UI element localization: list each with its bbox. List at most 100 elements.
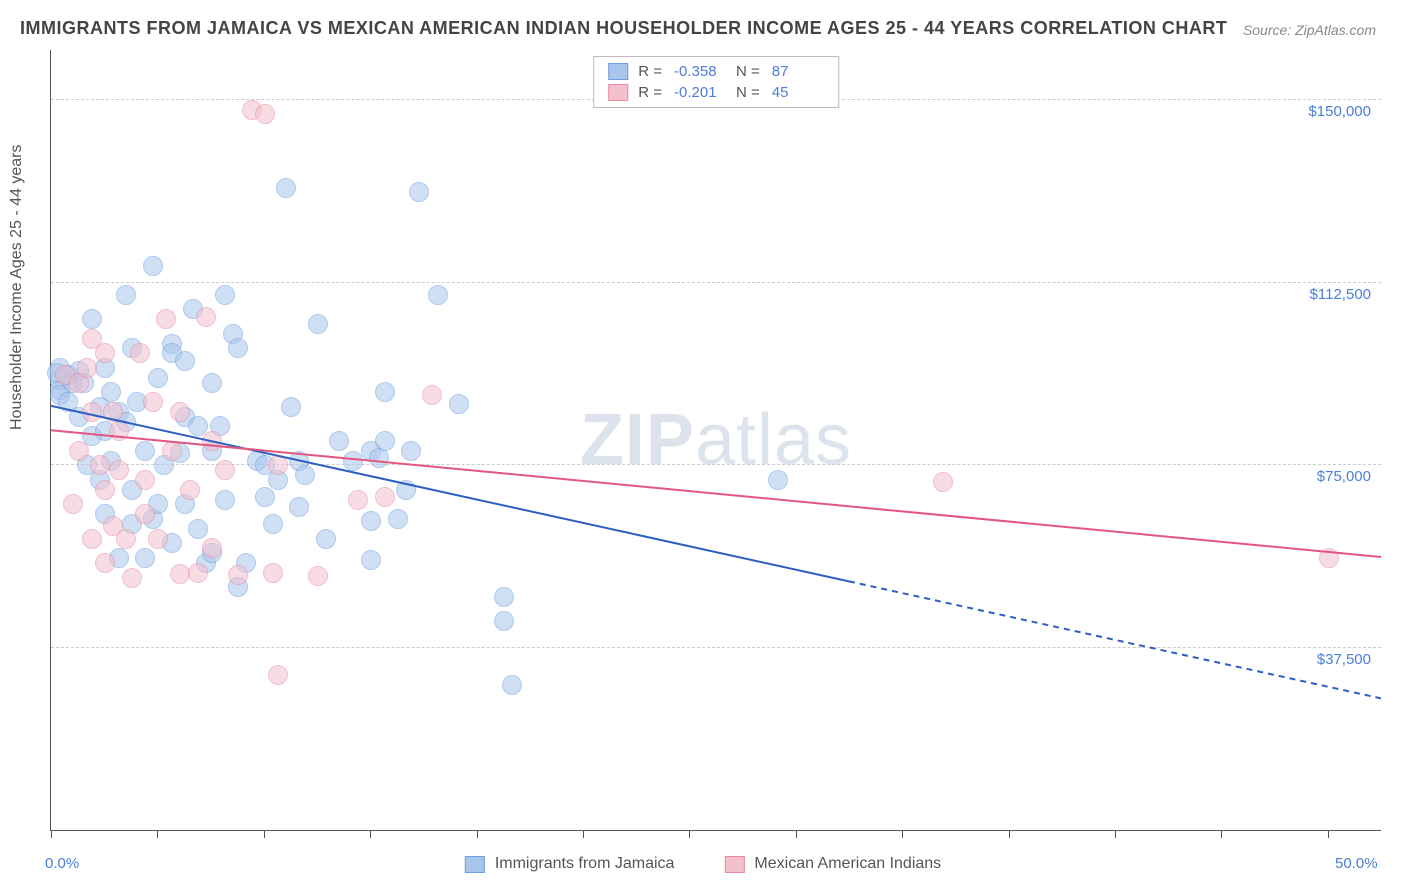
data-point xyxy=(202,373,222,393)
data-point xyxy=(396,480,416,500)
data-point xyxy=(95,480,115,500)
data-point xyxy=(156,309,176,329)
data-point xyxy=(375,382,395,402)
data-point xyxy=(295,465,315,485)
r-value: -0.201 xyxy=(674,84,726,101)
x-tick xyxy=(157,830,158,838)
data-point xyxy=(170,402,190,422)
data-point xyxy=(95,553,115,573)
data-point xyxy=(135,548,155,568)
r-value: -0.358 xyxy=(674,63,726,80)
data-point xyxy=(69,441,89,461)
data-point xyxy=(361,511,381,531)
data-point xyxy=(502,675,522,695)
data-point xyxy=(188,563,208,583)
legend-series: Immigrants from Jamaica Mexican American … xyxy=(465,855,941,873)
data-point xyxy=(768,470,788,490)
data-point xyxy=(281,397,301,417)
data-point xyxy=(148,529,168,549)
data-point xyxy=(202,431,222,451)
data-point xyxy=(82,309,102,329)
x-tick xyxy=(1009,830,1010,838)
legend-label: Mexican American Indians xyxy=(754,855,941,873)
n-value: 45 xyxy=(772,84,824,101)
trend-line-extrapolated xyxy=(849,581,1381,698)
data-point xyxy=(255,104,275,124)
chart-plot-area: ZIPatlas R = -0.358 N = 87 R = -0.201 N = 45 $3… xyxy=(50,50,1381,831)
trend-line xyxy=(51,406,849,582)
data-point xyxy=(308,566,328,586)
data-point xyxy=(388,509,408,529)
legend-label: Immigrants from Jamaica xyxy=(495,855,675,873)
data-point xyxy=(82,402,102,422)
data-point xyxy=(316,529,336,549)
legend-swatch xyxy=(724,856,744,873)
data-point xyxy=(263,514,283,534)
x-tick xyxy=(477,830,478,838)
data-point xyxy=(143,256,163,276)
data-point xyxy=(196,307,216,327)
watermark-rest: atlas xyxy=(695,400,852,480)
legend-swatch xyxy=(465,856,485,873)
x-tick xyxy=(51,830,52,838)
n-value: 87 xyxy=(772,63,824,80)
data-point xyxy=(101,382,121,402)
data-point xyxy=(255,487,275,507)
x-tick xyxy=(902,830,903,838)
n-label: N = xyxy=(736,84,760,101)
data-point xyxy=(494,587,514,607)
legend-correlation: R = -0.358 N = 87 R = -0.201 N = 45 xyxy=(593,56,839,108)
data-point xyxy=(263,563,283,583)
data-point xyxy=(116,285,136,305)
data-point xyxy=(308,314,328,334)
data-point xyxy=(401,441,421,461)
trendlines xyxy=(51,50,1381,830)
data-point xyxy=(188,519,208,539)
legend-item: Immigrants from Jamaica xyxy=(465,855,675,873)
data-point xyxy=(422,385,442,405)
data-point xyxy=(348,490,368,510)
legend-row: R = -0.201 N = 45 xyxy=(608,82,824,103)
data-point xyxy=(289,497,309,517)
data-point xyxy=(82,529,102,549)
data-point xyxy=(116,529,136,549)
r-label: R = xyxy=(638,84,662,101)
x-tick xyxy=(689,830,690,838)
data-point xyxy=(148,368,168,388)
watermark: ZIPatlas xyxy=(580,399,852,481)
x-tick xyxy=(1221,830,1222,838)
n-label: N = xyxy=(736,63,760,80)
data-point xyxy=(130,343,150,363)
data-point xyxy=(343,451,363,471)
x-tick xyxy=(370,830,371,838)
watermark-bold: ZIP xyxy=(580,400,695,480)
y-axis-label: Householder Income Ages 25 - 44 years xyxy=(8,145,26,431)
data-point xyxy=(122,568,142,588)
data-point xyxy=(180,480,200,500)
data-point xyxy=(494,611,514,631)
y-tick-label: $75,000 xyxy=(1317,468,1371,485)
data-point xyxy=(202,538,222,558)
legend-swatch xyxy=(608,84,628,101)
chart-title: IMMIGRANTS FROM JAMAICA VS MEXICAN AMERI… xyxy=(20,18,1227,39)
source-label: Source: ZipAtlas.com xyxy=(1243,22,1376,38)
data-point xyxy=(170,564,190,584)
gridline xyxy=(51,647,1381,648)
x-axis-label: 50.0% xyxy=(1335,855,1378,872)
data-point xyxy=(933,472,953,492)
data-point xyxy=(1319,548,1339,568)
y-tick-label: $37,500 xyxy=(1317,651,1371,668)
x-tick xyxy=(264,830,265,838)
trend-line xyxy=(51,430,1381,557)
data-point xyxy=(375,431,395,451)
data-point xyxy=(109,421,129,441)
x-tick xyxy=(1328,830,1329,838)
data-point xyxy=(63,494,83,514)
x-axis-label: 0.0% xyxy=(45,855,79,872)
data-point xyxy=(449,394,469,414)
data-point xyxy=(77,358,97,378)
data-point xyxy=(135,470,155,490)
x-tick xyxy=(583,830,584,838)
data-point xyxy=(228,338,248,358)
gridline xyxy=(51,282,1381,283)
